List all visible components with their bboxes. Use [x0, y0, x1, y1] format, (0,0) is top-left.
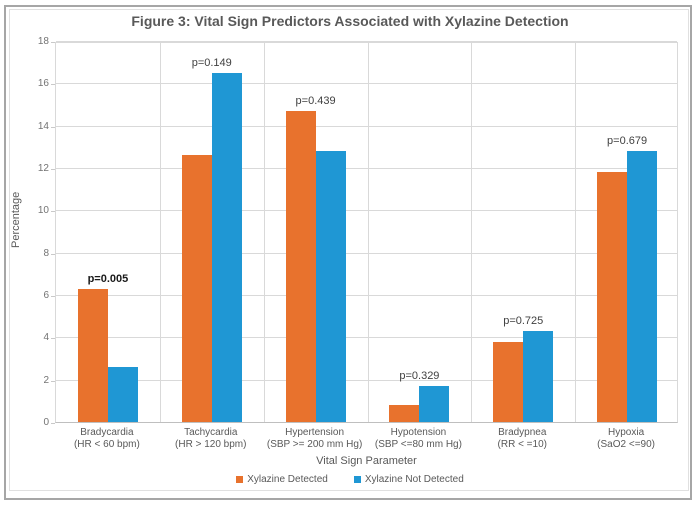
bar-xylazine-not-detected — [315, 151, 346, 422]
category-separator — [367, 43, 369, 422]
category-criteria: (SBP >= 200 mm Hg) — [266, 439, 363, 450]
bar-xylazine-detected — [285, 110, 316, 422]
y-tick-mark — [51, 338, 55, 340]
chart-title: Figure 3: Vital Sign Predictors Associat… — [131, 13, 569, 29]
bar-xylazine-detected — [389, 405, 420, 422]
y-tick-label: 14 — [37, 120, 49, 132]
legend: Xylazine Detected Xylazine Not Detected — [0, 474, 700, 485]
category-name: Hypotension — [390, 427, 447, 438]
y-tick-label: 10 — [37, 205, 49, 217]
category-label: Bradycardia (HR < 60 bpm) — [32, 427, 182, 451]
category-label: Hypotension (SBP <=80 mm Hg) — [343, 427, 493, 451]
gridline — [56, 41, 677, 42]
y-tick-mark — [51, 169, 55, 170]
y-tick-mark — [51, 84, 55, 86]
bar-xylazine-not-detected — [107, 366, 138, 422]
gridline — [56, 125, 677, 127]
y-tick-label: 16 — [37, 78, 49, 90]
y-tick-label: 8 — [43, 247, 49, 259]
y-tick-label: 18 — [37, 36, 49, 47]
y-tick-mark — [51, 296, 55, 297]
bar-xylazine-not-detected — [627, 151, 658, 422]
gridline — [56, 252, 677, 254]
bar-xylazine-detected — [597, 172, 628, 422]
category-criteria: (SaO2 <=90) — [597, 439, 655, 450]
legend-label: Xylazine Not Detected — [364, 474, 464, 485]
p-value-label: p=0.329 — [399, 370, 440, 383]
y-tick-mark — [51, 253, 55, 255]
gridline — [56, 295, 677, 296]
category-name: Tachycardia — [184, 427, 238, 438]
p-value-label: p=0.149 — [191, 56, 232, 69]
bar-xylazine-not-detected — [523, 330, 554, 422]
gridline — [56, 83, 677, 85]
gridline — [56, 379, 677, 381]
y-tick-label: 12 — [37, 163, 49, 174]
y-tick-label: 6 — [43, 290, 49, 301]
bar-xylazine-not-detected — [211, 72, 242, 422]
category-criteria: (RR < =10) — [497, 439, 547, 450]
gridline — [56, 168, 677, 169]
y-tick-mark — [51, 211, 55, 213]
category-separator — [471, 43, 473, 422]
y-tick-mark — [51, 42, 55, 43]
gridline — [56, 210, 677, 212]
chart-object-border — [9, 9, 689, 491]
p-value-label: p=0.005 — [87, 272, 129, 285]
legend-item: Xylazine Not Detected — [353, 474, 464, 485]
category-label: Tachycardia (HR > 120 bpm) — [136, 427, 286, 451]
category-name: Bradycardia — [80, 427, 134, 438]
y-tick-label: 0 — [43, 417, 49, 428]
category-separator — [263, 43, 265, 422]
y-axis-title: Percentage — [10, 192, 22, 248]
category-separator — [159, 43, 161, 422]
p-value-label: p=0.725 — [503, 314, 544, 327]
category-label: Bradypnea (RR < =10) — [447, 427, 597, 451]
category-label: Hypertension (SBP >= 200 mm Hg) — [240, 427, 390, 451]
category-name: Bradypnea — [498, 427, 547, 438]
bar-xylazine-detected — [181, 155, 212, 422]
legend-item: Xylazine Detected — [236, 474, 328, 485]
category-label: Hypoxia (SaO2 <=90) — [551, 427, 700, 451]
category-separator — [575, 43, 577, 422]
legend-swatch-xylazine-detected — [236, 476, 244, 483]
plot-area: p=0.005 p=0.149 p=0.439 p=0.329 p=0.725 p=0.6… — [55, 41, 678, 423]
bar-xylazine-not-detected — [419, 386, 450, 422]
p-value-label: p=0.679 — [607, 135, 648, 148]
x-axis-title: Vital Sign Parameter — [316, 455, 417, 467]
bar-xylazine-detected — [77, 288, 108, 422]
y-tick-label: 2 — [43, 374, 49, 386]
y-tick-mark — [51, 423, 55, 424]
gridline — [56, 337, 677, 339]
bar-xylazine-detected — [493, 341, 524, 422]
legend-swatch-xylazine-not-detected — [353, 476, 361, 483]
category-name: Hypoxia — [608, 427, 645, 438]
y-tick-mark — [51, 126, 55, 128]
y-tick-mark — [51, 380, 55, 382]
category-name: Hypertension — [285, 427, 345, 438]
category-criteria: (HR < 60 bpm) — [73, 439, 140, 450]
category-criteria: (SBP <=80 mm Hg) — [374, 439, 462, 450]
p-value-label: p=0.439 — [295, 94, 336, 107]
category-criteria: (HR > 120 bpm) — [175, 439, 247, 450]
legend-label: Xylazine Detected — [247, 474, 328, 485]
y-tick-label: 4 — [43, 332, 49, 344]
